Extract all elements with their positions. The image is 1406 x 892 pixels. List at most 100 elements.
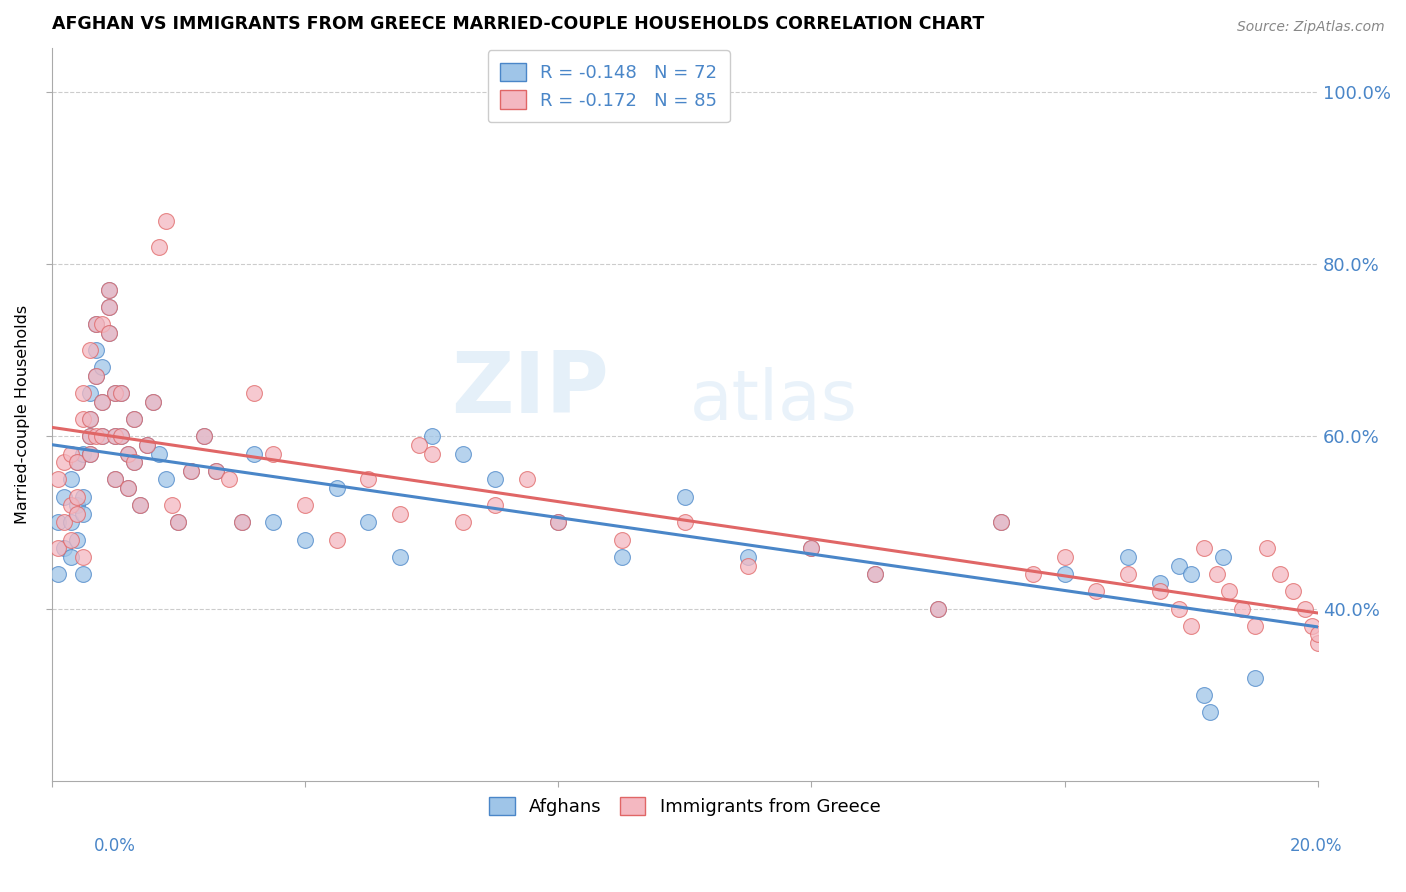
Point: [420, 429, 443, 443]
Point: [91, 394, 114, 409]
Point: [97, 326, 120, 340]
Point: [46, 516, 69, 530]
Point: [484, 498, 506, 512]
Point: [388, 549, 411, 564]
Point: [110, 386, 132, 401]
Point: [84, 368, 107, 383]
Point: [79, 412, 101, 426]
Point: [1256, 541, 1278, 556]
Point: [59, 446, 82, 460]
Point: [1281, 584, 1303, 599]
Point: [72, 490, 94, 504]
Point: [408, 438, 430, 452]
Point: [1243, 619, 1265, 633]
Point: [117, 481, 139, 495]
Point: [1149, 584, 1171, 599]
Point: [53, 490, 76, 504]
Point: [231, 516, 253, 530]
Point: [1243, 671, 1265, 685]
Point: [547, 516, 569, 530]
Point: [167, 516, 190, 530]
Point: [262, 516, 284, 530]
Point: [84, 317, 107, 331]
Point: [325, 533, 347, 547]
Point: [79, 386, 101, 401]
Point: [129, 498, 152, 512]
Point: [79, 412, 101, 426]
Point: [117, 446, 139, 460]
Point: [1192, 541, 1215, 556]
Point: [53, 516, 76, 530]
Point: [1167, 558, 1189, 573]
Point: [155, 472, 177, 486]
Point: [1301, 619, 1323, 633]
Point: [1199, 705, 1222, 719]
Point: [863, 567, 886, 582]
Point: [155, 214, 177, 228]
Point: [927, 601, 949, 615]
Point: [66, 455, 89, 469]
Point: [160, 498, 183, 512]
Point: [66, 455, 89, 469]
Point: [863, 567, 886, 582]
Point: [1295, 601, 1317, 615]
Text: 20.0%: 20.0%: [1289, 837, 1343, 855]
Point: [193, 429, 215, 443]
Point: [117, 446, 139, 460]
Point: [325, 481, 347, 495]
Point: [1212, 549, 1234, 564]
Point: [104, 386, 127, 401]
Point: [1205, 567, 1227, 582]
Point: [673, 516, 696, 530]
Point: [59, 533, 82, 547]
Point: [72, 549, 94, 564]
Point: [1053, 567, 1076, 582]
Point: [59, 549, 82, 564]
Text: atlas: atlas: [689, 367, 858, 434]
Point: [84, 429, 107, 443]
Point: [142, 394, 165, 409]
Point: [148, 240, 170, 254]
Point: [262, 446, 284, 460]
Point: [205, 464, 228, 478]
Point: [59, 498, 82, 512]
Point: [122, 455, 145, 469]
Point: [79, 429, 101, 443]
Point: [72, 386, 94, 401]
Point: [110, 429, 132, 443]
Point: [1149, 575, 1171, 590]
Point: [110, 429, 132, 443]
Point: [91, 429, 114, 443]
Point: [46, 567, 69, 582]
Point: [66, 533, 89, 547]
Point: [117, 481, 139, 495]
Point: [142, 394, 165, 409]
Text: AFGHAN VS IMMIGRANTS FROM GREECE MARRIED-COUPLE HOUSEHOLDS CORRELATION CHART: AFGHAN VS IMMIGRANTS FROM GREECE MARRIED…: [52, 15, 984, 33]
Point: [84, 343, 107, 357]
Point: [129, 498, 152, 512]
Point: [180, 464, 202, 478]
Point: [357, 516, 380, 530]
Point: [547, 516, 569, 530]
Text: 0.0%: 0.0%: [94, 837, 136, 855]
Point: [610, 549, 633, 564]
Point: [122, 412, 145, 426]
Point: [110, 386, 132, 401]
Point: [1268, 567, 1291, 582]
Point: [231, 516, 253, 530]
Point: [1085, 584, 1108, 599]
Point: [104, 472, 127, 486]
Point: [484, 472, 506, 486]
Point: [1116, 567, 1139, 582]
Point: [46, 472, 69, 486]
Point: [218, 472, 240, 486]
Point: [84, 368, 107, 383]
Point: [1230, 601, 1253, 615]
Point: [135, 438, 157, 452]
Point: [1022, 567, 1045, 582]
Point: [388, 507, 411, 521]
Point: [135, 438, 157, 452]
Point: [294, 498, 316, 512]
Point: [59, 472, 82, 486]
Point: [91, 394, 114, 409]
